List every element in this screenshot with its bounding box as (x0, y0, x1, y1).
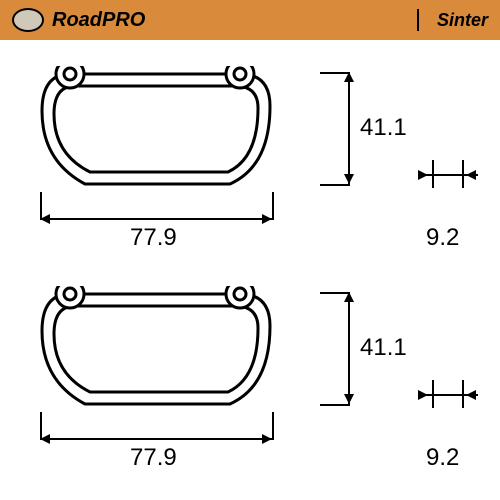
brand-logo-icon (12, 8, 44, 32)
dim-arrow (418, 390, 428, 400)
dim-arrow (40, 434, 50, 444)
dim-line (40, 438, 272, 440)
brake-pad-shape-1 (30, 66, 280, 211)
dim-arrow (466, 170, 476, 180)
header-divider (417, 9, 419, 31)
dim-arrow (344, 394, 354, 404)
diagram-area: 41.1 77.9 9.2 (0, 40, 500, 500)
dim-arrow (262, 214, 272, 224)
dim-arrow (262, 434, 272, 444)
dim-tick (272, 412, 274, 440)
variant-name: Sinter (437, 10, 488, 31)
dim-line (348, 292, 350, 404)
brake-pad-shape-2 (30, 286, 280, 431)
dim-line (348, 72, 350, 184)
dim-width-1: 77.9 (130, 224, 177, 252)
pad-row-1: 41.1 77.9 9.2 (0, 60, 500, 260)
dim-width-2: 77.9 (130, 444, 177, 472)
brand-name: RoadPRO (52, 9, 399, 32)
dim-arrow (466, 390, 476, 400)
dim-arrow (40, 214, 50, 224)
dim-thickness-2: 9.2 (426, 444, 459, 472)
dim-tick (272, 192, 274, 220)
dim-arrow (418, 170, 428, 180)
dim-thickness-1: 9.2 (426, 224, 459, 252)
dim-tick (320, 184, 350, 186)
dim-height-1: 41.1 (360, 114, 407, 142)
header-bar: RoadPRO Sinter (0, 0, 500, 40)
dim-line (40, 218, 272, 220)
pad-row-2: 41.1 77.9 9.2 (0, 280, 500, 480)
dim-arrow (344, 72, 354, 82)
dim-tick (320, 404, 350, 406)
dim-arrow (344, 174, 354, 184)
dim-arrow (344, 292, 354, 302)
dim-height-2: 41.1 (360, 334, 407, 362)
